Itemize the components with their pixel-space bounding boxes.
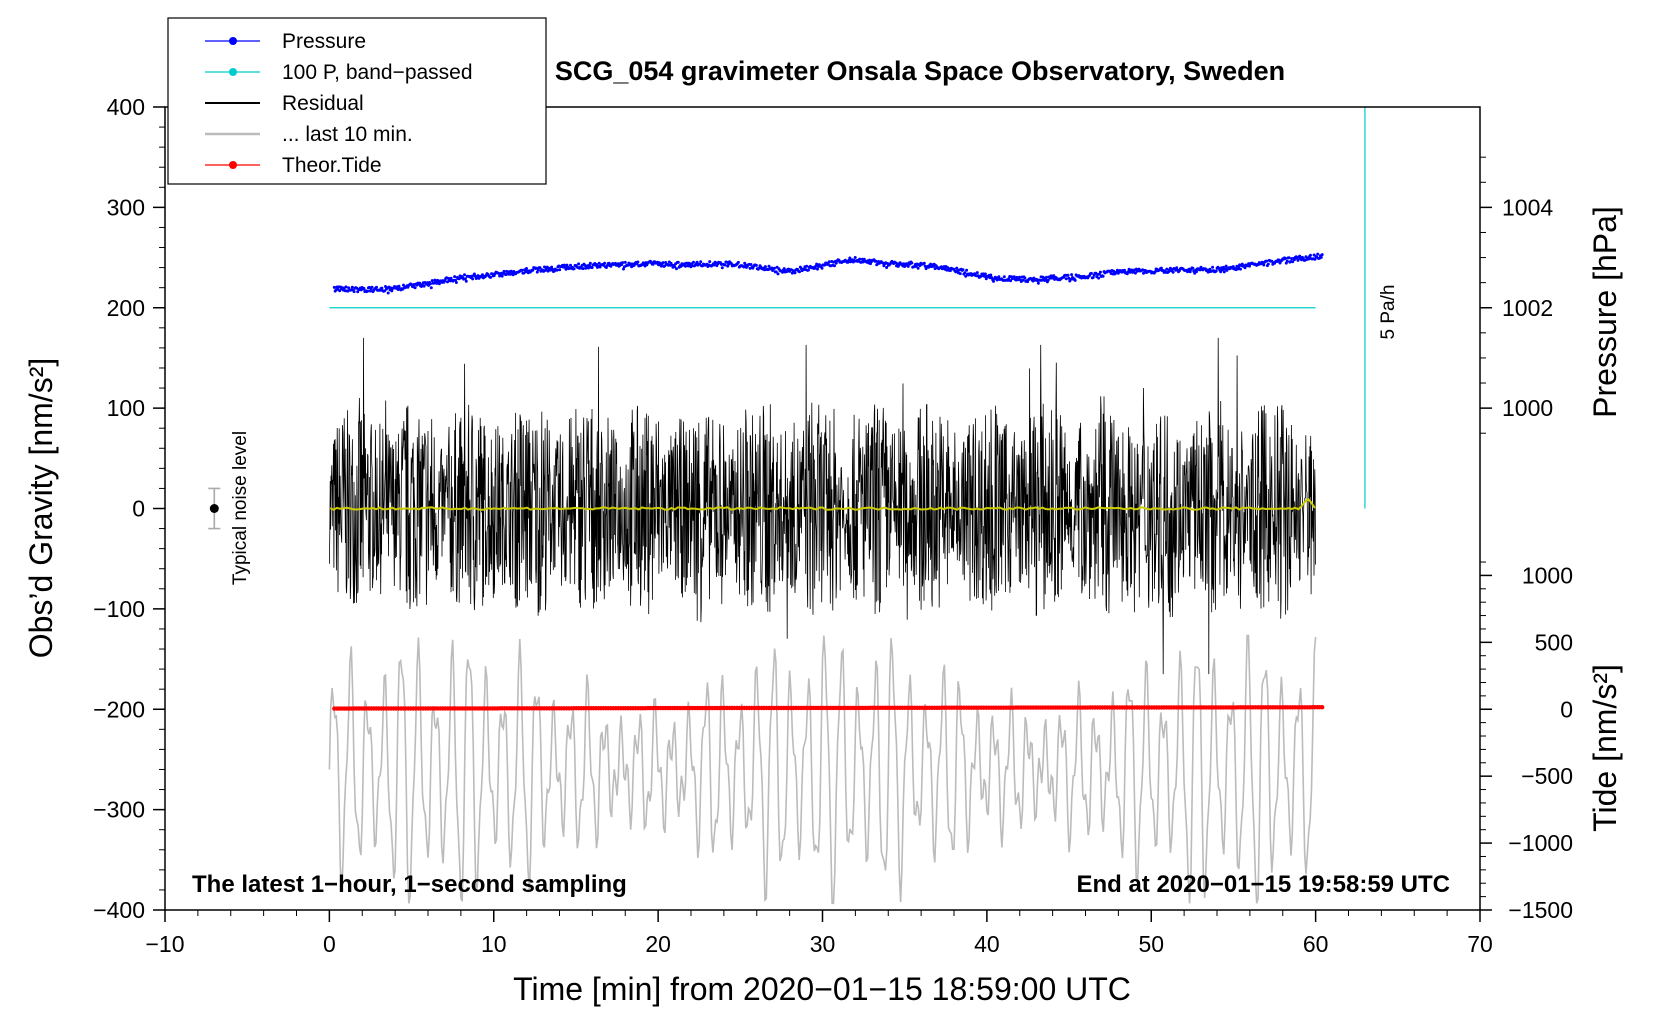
y-tick-label-left: −300 <box>93 797 145 823</box>
x-tick-label: 50 <box>1138 931 1164 957</box>
y-tick-label-left: −200 <box>93 696 145 722</box>
legend-label-pressure: Pressure <box>282 30 366 53</box>
y-tick-label-tide: 500 <box>1535 629 1573 655</box>
x-tick-label: 40 <box>974 931 1000 957</box>
y-tick-label-pressure: 1004 <box>1502 194 1553 220</box>
residual-smoothed-trace <box>329 497 1316 511</box>
x-tick-label: 70 <box>1467 931 1493 957</box>
rate-label: 5 Pa/h <box>1378 285 1399 340</box>
legend-label-bandpassed: 100 P, band−passed <box>282 61 473 84</box>
y-tick-label-left: 200 <box>107 295 145 321</box>
y-tick-label-left: 100 <box>107 395 145 421</box>
x-tick-label: −10 <box>145 931 184 957</box>
x-tick-label: 60 <box>1303 931 1329 957</box>
note-end-time: End at 2020−01−15 19:58:59 UTC <box>1076 871 1450 898</box>
legend-label-residual: Residual <box>282 92 364 115</box>
legend-dot-pressure <box>229 37 237 45</box>
legend-label-tide: Theor.Tide <box>282 154 382 177</box>
legend-box <box>167 17 547 185</box>
pressure-dots <box>332 252 1324 295</box>
y-tick-label-left: 0 <box>132 496 145 522</box>
last-10-min-trace <box>328 634 1317 905</box>
legend: Pressure 100 P, band−passed Residual ...… <box>167 17 547 185</box>
y-tick-label-tide: 1000 <box>1522 562 1573 588</box>
y-tick-label-left: −100 <box>93 596 145 622</box>
x-tick-label: 0 <box>323 931 336 957</box>
noise-level-label: Typical noise level <box>230 431 251 585</box>
x-tick-label: 30 <box>810 931 836 957</box>
y-tick-label-tide: 0 <box>1560 696 1573 722</box>
y-axis-label-left: Obs’d Gravity [nm/s²] <box>23 358 59 659</box>
note-latest-hour: The latest 1−hour, 1−second sampling <box>192 871 627 898</box>
y-tick-label-pressure: 1000 <box>1502 395 1553 421</box>
ticks-layer: −10 0 10 20 30 40 50 60 70−400−300−200−100010020… <box>93 94 1573 957</box>
noise-bar-dot <box>209 504 219 513</box>
legend-dot-bandpassed <box>229 68 237 76</box>
y-tick-label-left: 300 <box>107 194 145 220</box>
residual-trace <box>329 337 1316 675</box>
y-tick-label-tide: −1500 <box>1508 897 1573 923</box>
x-tick-label: 10 <box>481 931 507 957</box>
x-axis-label: Time [min] from 2020−01−15 18:59:00 UTC <box>513 971 1131 1007</box>
y-tick-label-tide: −1000 <box>1508 830 1573 856</box>
y-tick-label-pressure: 1002 <box>1502 295 1553 321</box>
tide-dots <box>332 705 1325 711</box>
chart-title: SCG_054 gravimeter Onsala Space Observat… <box>555 56 1285 86</box>
y-axis-label-pressure: Pressure [hPa] <box>1587 206 1623 418</box>
y-tick-label-left: −400 <box>93 897 145 923</box>
y-tick-label-left: 400 <box>107 94 145 120</box>
y-axis-label-tide: Tide [nm/s²] <box>1587 664 1623 832</box>
series-layer <box>208 107 1366 905</box>
legend-dot-tide <box>229 161 237 169</box>
y-tick-label-tide: −500 <box>1521 763 1573 789</box>
x-tick-label: 20 <box>645 931 671 957</box>
legend-label-last10: ... last 10 min. <box>282 123 413 146</box>
